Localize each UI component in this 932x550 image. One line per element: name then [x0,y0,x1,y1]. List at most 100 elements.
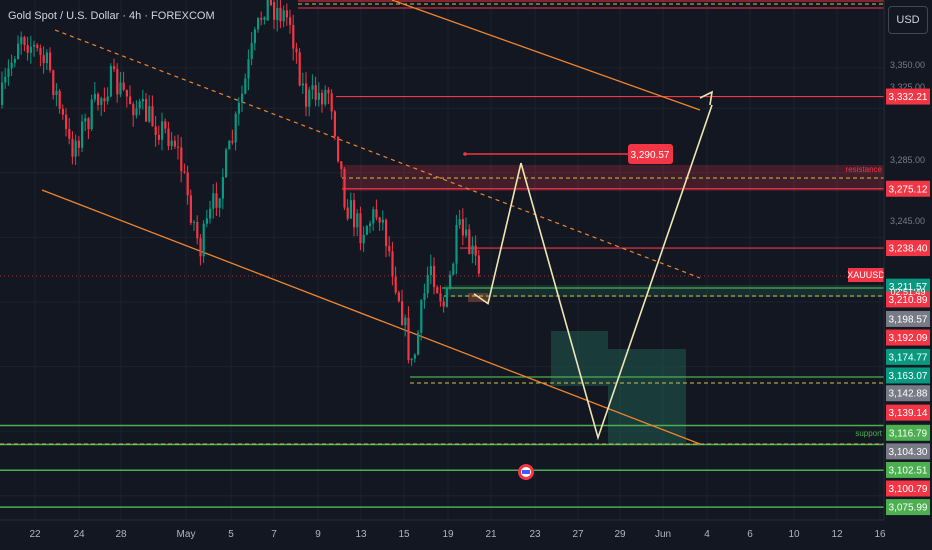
candle [356,213,359,228]
resistance-zone [342,165,884,191]
candle [477,255,480,274]
price-tag-label: 3,104.30 [889,447,928,458]
candle [292,24,295,49]
candle [458,219,461,225]
candle [68,128,71,139]
y-tick-label: 3,350.00 [890,60,925,70]
price-tag-label: 3,142.88 [889,389,928,400]
candle [282,10,285,22]
candle [385,219,388,247]
candle [353,200,356,228]
price-tag-box [886,329,930,346]
candle [20,37,23,44]
channel-line-mid-dashed [54,29,701,279]
candle [234,113,237,143]
candle [170,140,173,146]
price-tag-label: 3,211.57 [889,282,928,293]
x-tick-label: 27 [572,529,584,540]
candle [260,18,263,20]
price-tag-box [886,278,930,295]
candle [132,104,135,116]
candle [279,7,282,22]
candle [474,245,477,256]
candle [7,68,10,77]
candle [52,70,55,96]
price-tag-box [886,310,930,327]
candle [298,52,301,86]
price-tag-label: 3,163.07 [889,371,928,382]
candle [289,17,292,25]
support-label: support [855,429,882,438]
candle [413,354,416,359]
candle [442,301,445,307]
x-tick-label: 15 [398,529,410,540]
candle [212,193,215,209]
candle [321,92,324,105]
symbol-tag: XAUUSD [847,270,885,280]
candle [417,332,420,355]
price-tag-label: 3,139.14 [889,408,928,419]
countdown-label: 02:51:49 [890,287,925,297]
candle [426,274,429,294]
x-tick-label: 10 [788,529,800,540]
candle [369,223,372,227]
x-tick-label: 22 [29,529,41,540]
x-tick-label: 9 [315,529,321,540]
candle [452,263,455,275]
candle [97,93,100,105]
candle [378,217,381,223]
time-axis [0,520,884,550]
candle [340,161,343,170]
candle [167,128,170,146]
x-tick-label: 29 [614,529,626,540]
candle [241,93,244,103]
candle [365,226,368,235]
candle [330,93,333,112]
candle [186,172,189,196]
x-tick-label: Jun [655,529,671,540]
price-tag-label: 3,275.12 [889,184,928,195]
candle [244,78,247,94]
price-tag-box [886,291,930,308]
candle [180,147,183,172]
price-tag-box [886,88,930,105]
candle [317,92,320,100]
candle [257,18,260,30]
target-label: 3,290.57 [631,150,670,161]
price-tag-box [886,404,930,421]
currency-button[interactable]: USD [888,6,928,34]
price-tag-box [886,180,930,197]
price-tag-label: 3,100.79 [889,484,928,495]
candle [381,219,384,223]
candle [225,149,228,178]
candle [423,293,426,301]
candle [183,171,186,173]
candle [218,198,221,208]
candle [375,209,378,218]
chart-title: Gold Spot / U.S. Dollar · 4h · FOREXCOM [8,10,215,22]
candle [90,99,93,130]
x-tick-label: 21 [485,529,497,540]
candle [141,98,144,102]
candle [125,89,128,97]
candle [23,37,26,46]
candle [445,287,448,307]
candle [346,207,349,219]
candle [439,293,442,302]
event-marker-flag [522,470,530,474]
candle [58,90,61,109]
candle [397,292,400,302]
candle [295,48,298,53]
candle [74,140,77,157]
candle [39,47,42,56]
x-tick-label: 23 [529,529,541,540]
candle [17,43,20,60]
candle [1,82,4,105]
candle [151,106,154,127]
candle [13,59,16,63]
symbol-tag-box [848,268,884,282]
candle [65,114,68,129]
candle [301,83,304,86]
candle [189,195,192,223]
